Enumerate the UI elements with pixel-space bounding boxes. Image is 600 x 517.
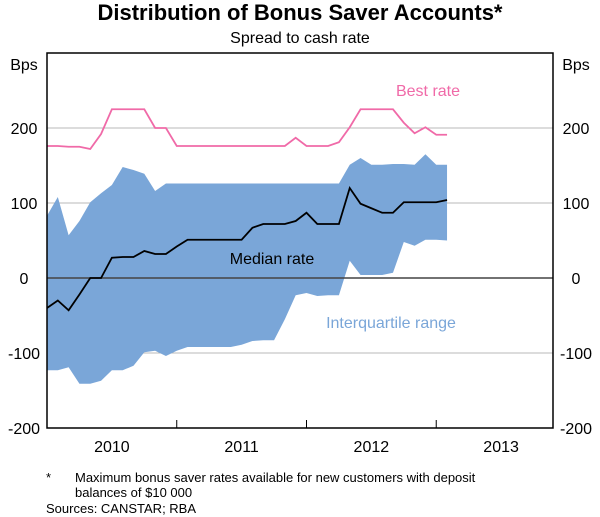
x-tick-label: 2010 [94, 439, 130, 456]
interquartile-range-label: Interquartile range [326, 315, 456, 332]
x-tick-label: 2013 [483, 439, 519, 456]
y-tick-label-left: -100 [8, 346, 40, 363]
y-tick-label-right: 0 [572, 271, 581, 288]
y-tick-label-right: 100 [563, 196, 590, 213]
y-axis-label-left: Bps [10, 57, 38, 74]
y-tick-label-right: -200 [560, 421, 592, 438]
best-rate-label: Best rate [396, 83, 460, 100]
footnote-line-1: Maximum bonus saver rates available for … [75, 470, 476, 485]
y-tick-label-right: 200 [563, 121, 590, 138]
y-tick-label-left: 100 [11, 196, 38, 213]
y-tick-label-right: -100 [560, 346, 592, 363]
y-tick-label-left: 200 [11, 121, 38, 138]
x-tick-label: 2011 [224, 439, 259, 456]
footnote-line-2: balances of $10 000 [75, 485, 192, 500]
y-axis-label-right: Bps [562, 57, 590, 74]
x-tick-label: 2012 [354, 439, 390, 456]
interquartile-range-area [47, 154, 448, 384]
chart-subtitle: Spread to cash rate [230, 30, 370, 47]
y-tick-label-left: -200 [8, 421, 40, 438]
sources: Sources: CANSTAR; RBA [46, 501, 196, 516]
median-rate-line [46, 185, 448, 312]
chart-title: Distribution of Bonus Saver Accounts* [97, 0, 502, 25]
best-rate-line [47, 108, 448, 151]
median-rate-label: Median rate [230, 251, 315, 268]
footnote-star: * [46, 470, 51, 485]
y-tick-label-left: 0 [20, 271, 29, 288]
plot-frame [46, 52, 554, 429]
